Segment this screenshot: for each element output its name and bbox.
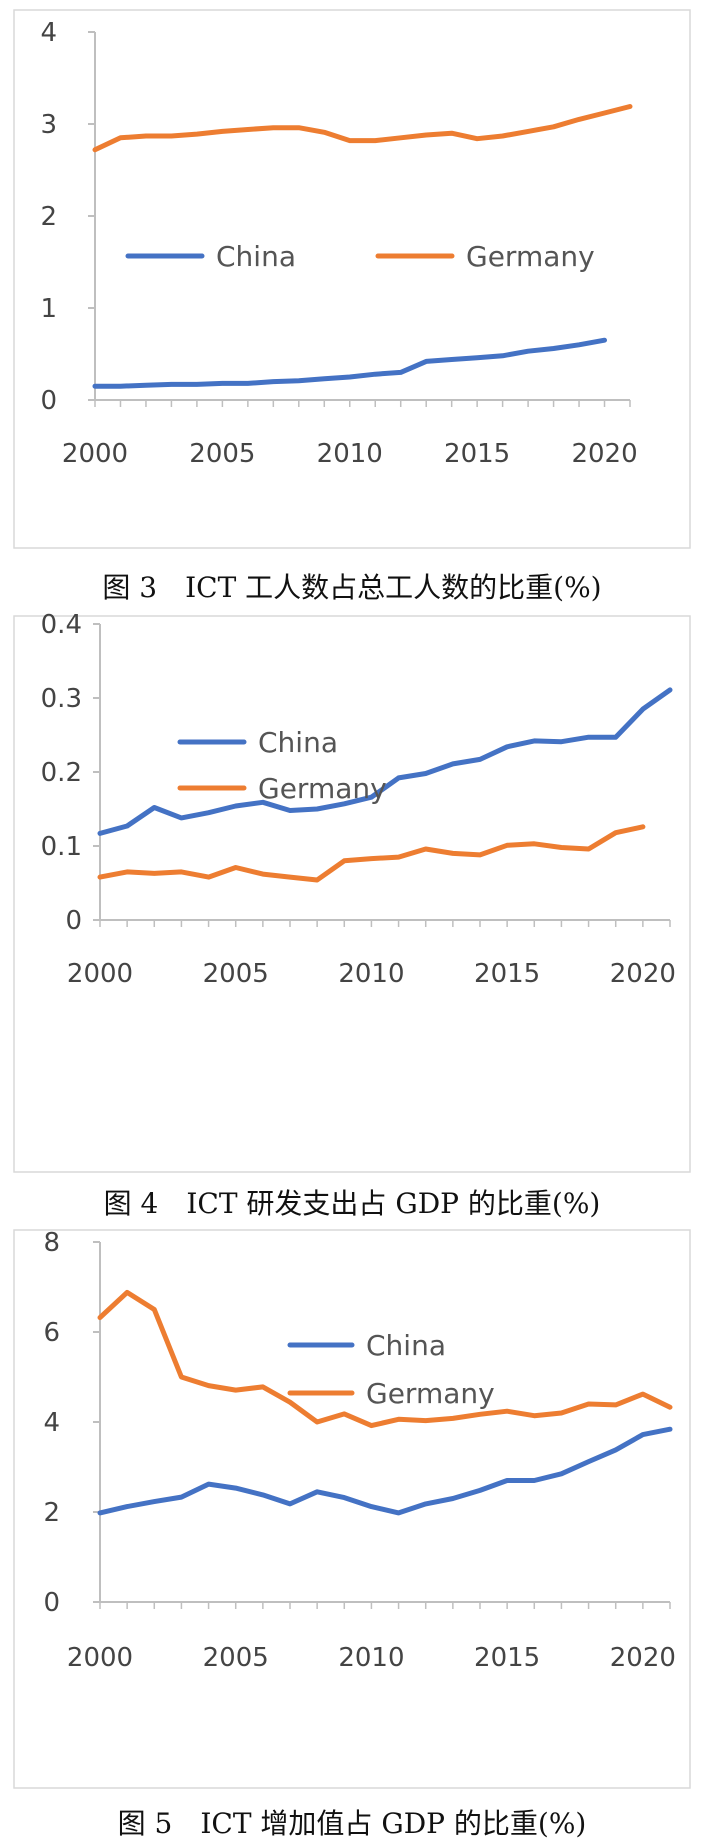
chart-3: 0 2 4 6 8 2000 2005 2010 2015 2020 China Germany xyxy=(13,1228,691,1789)
y-tick-label: 6 xyxy=(43,1318,60,1348)
legend-label-germany: Germany xyxy=(366,1377,495,1410)
legend-label-china: China xyxy=(258,726,338,759)
x-tick-label: 2020 xyxy=(610,1643,676,1673)
legend-label-china: China xyxy=(216,240,296,273)
x-tick-label: 2010 xyxy=(338,959,404,989)
y-tick-label: 0 xyxy=(43,1588,60,1618)
chart-frame xyxy=(13,9,691,549)
chart-2: 0 0.1 0.2 0.3 0.4 2000 2005 2010 2015 2020 China Ge… xyxy=(13,612,691,1173)
y-tick-label: 0.1 xyxy=(41,832,82,862)
y-tick-label: 8 xyxy=(43,1228,60,1258)
chart-frame xyxy=(13,615,691,1173)
chart-1: 0 1 2 3 4 2000 2005 2010 2015 2020 China Germany xyxy=(13,9,691,549)
y-tick-label: 2 xyxy=(43,1498,60,1528)
y-tick-label: 0 xyxy=(40,386,57,416)
y-tick-label: 0.2 xyxy=(41,758,82,788)
y-tick-label: 2 xyxy=(40,202,57,232)
figure-caption-1: 图 3 ICT 工人数占总工人数的比重(%) xyxy=(102,571,602,604)
x-tick-label: 2010 xyxy=(338,1643,404,1673)
x-tick-label: 2005 xyxy=(203,1643,269,1673)
figure-caption-3: 图 5 ICT 增加值占 GDP 的比重(%) xyxy=(117,1807,587,1840)
x-tick-label: 2000 xyxy=(67,1643,133,1673)
x-tick-label: 2000 xyxy=(67,959,133,989)
x-tick-label: 2020 xyxy=(571,439,637,469)
x-tick-label: 2010 xyxy=(317,439,383,469)
series-line-germany xyxy=(92,104,633,153)
legend-label-germany: Germany xyxy=(258,772,387,805)
x-tick-label: 2015 xyxy=(474,959,540,989)
chart-frame xyxy=(13,1229,691,1789)
y-tick-label: 4 xyxy=(40,18,57,48)
y-tick-label: 0 xyxy=(65,906,82,936)
series-line-china xyxy=(92,337,607,389)
legend-label-germany: Germany xyxy=(466,240,595,273)
figure-caption-2: 图 4 ICT 研发支出占 GDP 的比重(%) xyxy=(103,1187,601,1220)
x-tick-label: 2015 xyxy=(474,1643,540,1673)
series-line-germany xyxy=(97,824,646,883)
x-tick-label: 2005 xyxy=(203,959,269,989)
x-tick-label: 2020 xyxy=(610,959,676,989)
y-tick-label: 0.3 xyxy=(41,684,82,714)
chart-panel-1: 0 1 2 3 4 2000 2005 2010 2015 2020 China Germany 图 … xyxy=(0,0,704,610)
x-tick-label: 2015 xyxy=(444,439,510,469)
y-tick-label: 3 xyxy=(40,110,57,140)
x-tick-label: 2000 xyxy=(62,439,128,469)
series-line-china xyxy=(97,687,673,836)
series-line-germany xyxy=(97,1289,673,1429)
legend-label-china: China xyxy=(366,1329,446,1362)
series-line-china xyxy=(97,1426,673,1516)
y-tick-label: 4 xyxy=(43,1408,60,1438)
chart-panel-3: 0 2 4 6 8 2000 2005 2010 2015 2020 China Germany 图 … xyxy=(0,1226,704,1847)
y-tick-label: 1 xyxy=(40,294,57,324)
x-tick-label: 2005 xyxy=(189,439,255,469)
y-tick-label: 0.4 xyxy=(41,612,82,640)
chart-panel-2: 0 0.1 0.2 0.3 0.4 2000 2005 2010 2015 2020 China Ge… xyxy=(0,612,704,1224)
